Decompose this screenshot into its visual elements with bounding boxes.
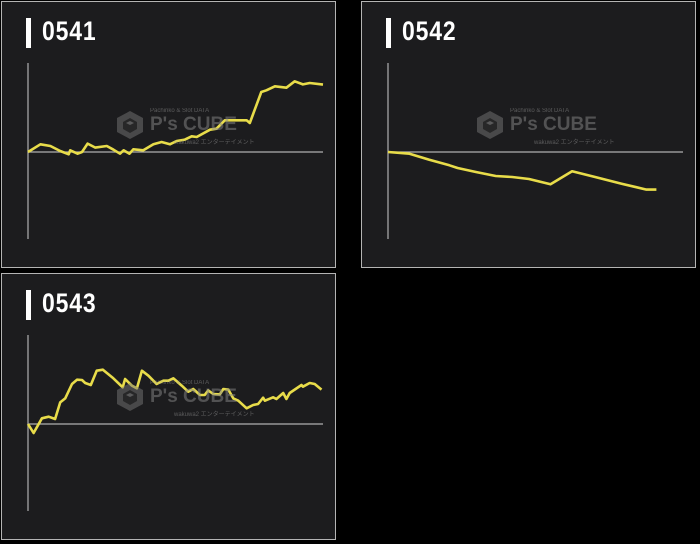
- chart-title: 0542: [402, 16, 457, 46]
- chart-title: 0541: [42, 16, 97, 46]
- title-marker: [386, 18, 391, 48]
- chart-panel-0543: 0543 Pachinko & Slot DATA P's CUBE wakuwa2…: [1, 273, 336, 540]
- series-line: [387, 150, 657, 191]
- series-line: [27, 80, 324, 156]
- line-chart: [387, 63, 683, 239]
- line-chart: [26, 335, 323, 511]
- chart-panel-0542: 0542 Pachinko & Slot DATA P's CUBE wakuwa2…: [361, 1, 696, 268]
- chart-panel-0541: 0541 Pachinko & Slot DATA P's CUBE wakuwa2…: [1, 1, 336, 268]
- line-chart: [27, 63, 324, 239]
- title-marker: [26, 18, 31, 48]
- series-line: [26, 368, 323, 435]
- title-marker: [26, 290, 31, 320]
- chart-title: 0543: [42, 288, 97, 318]
